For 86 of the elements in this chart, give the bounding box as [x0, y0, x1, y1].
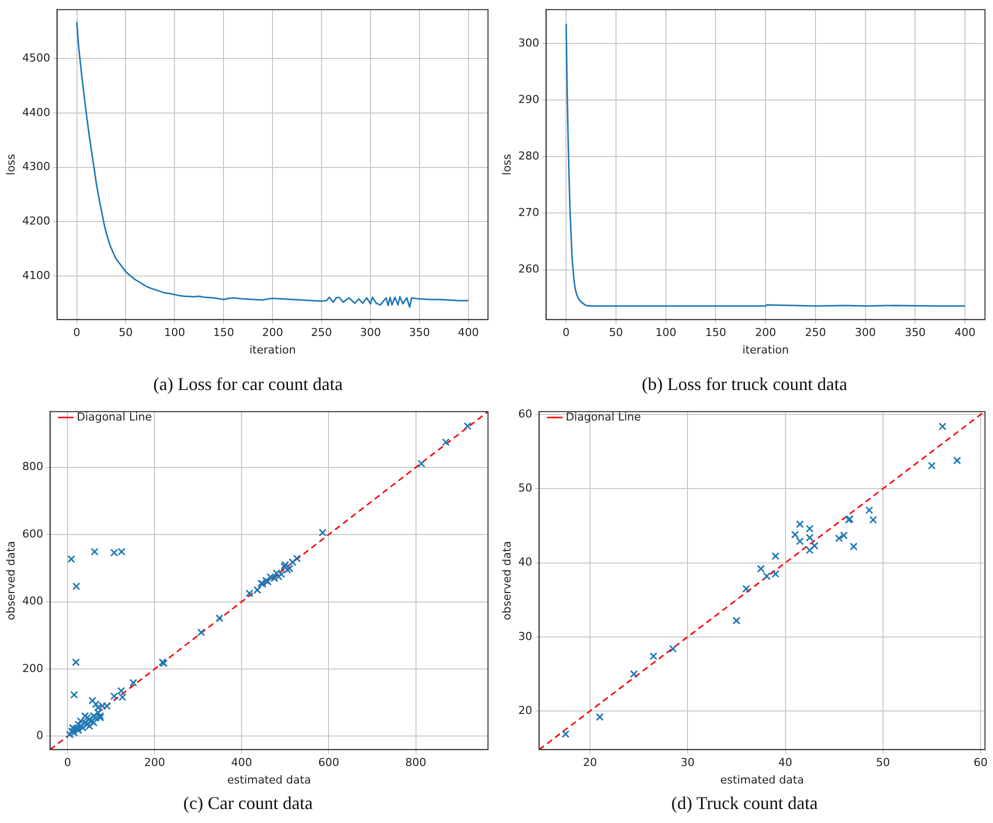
x-tick-label: 30	[680, 756, 695, 770]
point	[835, 534, 843, 542]
x-tick-label: 350	[408, 326, 430, 340]
point	[562, 730, 570, 738]
x-axis-title: estimated data	[720, 773, 804, 786]
x-tick-label: 50	[876, 756, 890, 770]
y-tick-label: 300	[518, 36, 540, 50]
point	[630, 670, 638, 678]
y-tick-label: 600	[22, 527, 44, 540]
point	[806, 546, 814, 554]
x-axis-title: iteration	[742, 343, 789, 356]
text: (c) Car count data	[182, 793, 314, 814]
point	[840, 531, 848, 540]
y-tick-label: 200	[22, 662, 44, 675]
x-tick-label: 150	[705, 326, 726, 340]
point	[953, 456, 962, 464]
y-axis-title: loss	[500, 154, 514, 176]
point	[669, 644, 677, 653]
point	[850, 542, 858, 550]
y-tick-label: 4500	[22, 51, 50, 64]
text: (d) Truck count data	[670, 793, 819, 814]
y-tick-label: 400	[22, 594, 44, 608]
point	[756, 564, 765, 573]
point	[650, 652, 658, 660]
y-tick-label: 30	[518, 630, 532, 643]
x-tick-label: 600	[318, 756, 340, 770]
point	[796, 537, 804, 546]
point	[865, 506, 874, 514]
x-tick-label: 250	[804, 326, 826, 340]
y-tick-label: 60	[518, 407, 532, 420]
x-tick-label: 200	[144, 756, 166, 770]
legend-label: Diagonal Line	[76, 410, 152, 424]
x-tick-label: 400	[231, 756, 252, 770]
x-axis-title: estimated data	[227, 773, 311, 786]
point	[928, 462, 936, 470]
x-tick-label: 400	[954, 326, 976, 340]
x-axis-title: iteration	[249, 343, 296, 356]
y-tick-label: 0	[36, 729, 44, 742]
x-tick-label: 50	[609, 326, 624, 340]
point	[810, 542, 819, 550]
y-tick-label: 800	[22, 460, 44, 474]
x-tick-label: 50	[118, 326, 133, 340]
point	[596, 713, 604, 721]
x-tick-label: 100	[164, 326, 186, 340]
point	[938, 422, 946, 430]
x-tick-label: 100	[655, 326, 676, 340]
y-tick-label: 20	[518, 704, 532, 717]
x-tick-label: 0	[562, 326, 570, 340]
y-tick-label: 4200	[22, 214, 50, 228]
text: (b) Loss for truck count data	[640, 374, 848, 395]
x-tick-label: 0	[64, 756, 72, 770]
x-tick-label: 200	[755, 326, 776, 340]
y-tick-label: 4400	[22, 106, 50, 119]
y-axis-title: loss	[4, 154, 18, 176]
y-axis-title: observed data	[4, 540, 18, 620]
x-tick-label: 200	[262, 326, 284, 340]
point	[762, 572, 771, 580]
y-tick-label: 280	[518, 150, 540, 163]
x-tick-label: 40	[778, 756, 792, 770]
text: (a) Loss for car count data	[152, 374, 344, 395]
y-tick-label: 260	[518, 262, 540, 276]
x-tick-label: 150	[213, 326, 234, 340]
x-tick-label: 300	[360, 326, 382, 340]
x-tick-label: 400	[458, 326, 479, 340]
point	[796, 520, 804, 528]
point	[791, 530, 799, 539]
x-tick-label: 250	[311, 326, 332, 340]
point	[772, 552, 780, 560]
y-tick-label: 4100	[22, 268, 50, 282]
y-tick-label: 50	[518, 482, 532, 495]
y-axis-title: observed data	[500, 540, 514, 620]
point	[772, 570, 780, 578]
point	[732, 616, 740, 625]
x-tick-label: 0	[73, 326, 80, 340]
x-tick-label: 60	[974, 756, 988, 770]
x-tick-label: 20	[582, 756, 597, 770]
x-tick-label: 800	[405, 756, 426, 770]
legend-label: Diagonal Line	[566, 410, 642, 424]
point	[869, 516, 878, 524]
y-tick-label: 270	[518, 206, 540, 220]
x-tick-label: 300	[854, 326, 876, 340]
point	[742, 584, 750, 593]
y-tick-label: 290	[518, 92, 540, 106]
y-tick-label: 40	[518, 556, 532, 569]
x-tick-label: 350	[904, 326, 926, 340]
y-tick-label: 4300	[22, 160, 50, 174]
